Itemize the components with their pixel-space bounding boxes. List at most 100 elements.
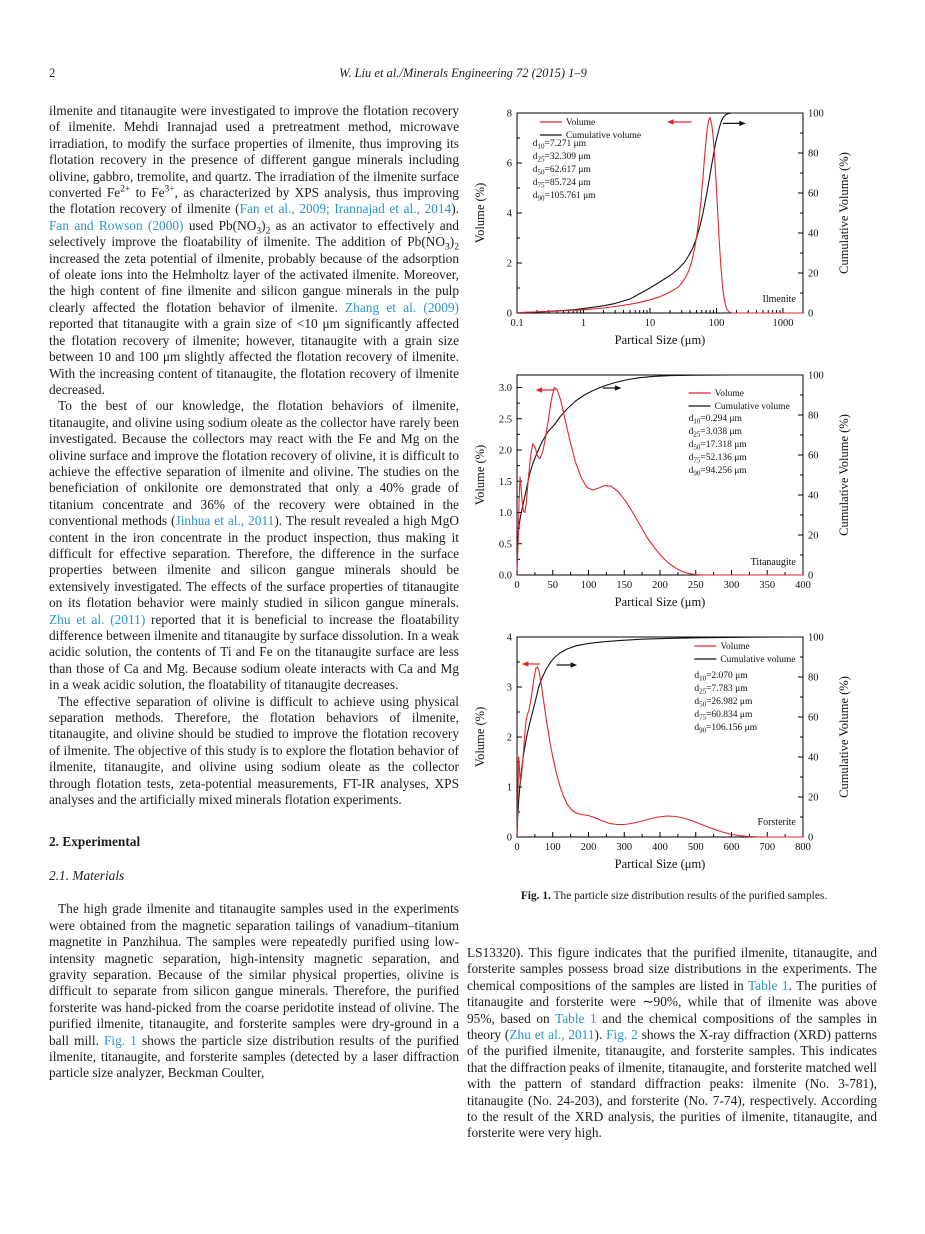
y-right-tick-label: 100 <box>808 371 824 382</box>
cumulative-curve <box>516 636 804 838</box>
page-number: 2 <box>49 66 56 80</box>
paragraph: The high grade ilmenite and titanaugite … <box>49 901 459 1081</box>
paragraph: The effective separation of olivine is d… <box>49 693 459 808</box>
d-value-annotation: d50=26.982 μm <box>694 697 753 709</box>
y-left-tick-label: 2 <box>507 259 512 270</box>
citation-link[interactable]: Jinhua et al., 2011 <box>175 513 275 529</box>
x-tick-label: 250 <box>688 580 704 591</box>
y-left-tick-label: 0.5 <box>499 539 512 550</box>
x-tick-label: 50 <box>548 580 559 591</box>
x-tick-label: 200 <box>581 842 597 853</box>
cumulative-curve <box>516 112 803 314</box>
x-tick-label: 0 <box>514 580 519 591</box>
y-left-tick-label: 2 <box>507 733 512 744</box>
sub-text: 2 <box>454 242 459 253</box>
y-right-tick-label: 0 <box>808 571 813 582</box>
y-right-tick-label: 20 <box>808 269 819 280</box>
x-tick-label: 600 <box>724 842 740 853</box>
citation-link[interactable]: Zhu et al., 2011 <box>509 1027 595 1043</box>
y-right-axis-title: Cumulative Volume (%) <box>837 152 851 274</box>
x-tick-label: 1 <box>581 318 586 329</box>
y-right-axis-title: Cumulative Volume (%) <box>837 414 851 536</box>
y-right-tick-label: 20 <box>808 531 819 542</box>
y-right-tick-label: 100 <box>808 109 824 120</box>
x-tick-label: 10 <box>645 318 656 329</box>
subsection-heading: 2.1. Materials <box>49 867 125 883</box>
y-right-tick-label: 80 <box>808 673 819 684</box>
y-left-tick-label: 1 <box>507 783 512 794</box>
paragraph: To the best of our knowledge, the flotat… <box>49 398 459 693</box>
d-value-annotation: d75=85.724 μm <box>533 178 592 190</box>
y-left-tick-label: 0 <box>507 833 512 844</box>
y-left-tick-label: 3 <box>507 683 512 694</box>
y-right-tick-label: 60 <box>808 713 819 724</box>
figure-caption: Fig. 1. The particle size distribution r… <box>471 889 877 903</box>
citation-link[interactable]: Table 1 <box>747 977 789 993</box>
left-column: ilmenite and titanaugite were investigat… <box>49 103 459 1082</box>
cumulative-curve <box>516 374 803 576</box>
y-left-tick-label: 4 <box>507 633 513 644</box>
citation-link[interactable]: Table 1 <box>555 1010 597 1026</box>
legend-label: Volume <box>715 389 744 399</box>
sample-label: Ilmenite <box>763 294 797 305</box>
axis-arrow-head <box>521 661 529 667</box>
citation-link[interactable]: Zhang et al. (2009) <box>345 299 459 315</box>
y-right-tick-label: 0 <box>808 833 813 844</box>
citation-link[interactable]: Zhu et al. (2011) <box>49 611 146 627</box>
citation-link[interactable]: Fig. 1 <box>104 1032 137 1048</box>
y-left-tick-label: 0.0 <box>499 571 512 582</box>
d-value-annotation: d75=60.834 μm <box>694 710 753 722</box>
x-tick-label: 0 <box>514 842 519 853</box>
d-value-annotation: d75=52.136 μm <box>689 453 748 465</box>
x-tick-label: 700 <box>759 842 775 853</box>
d-value-annotation: d10=0.294 μm <box>689 414 743 426</box>
x-tick-label: 100 <box>581 580 597 591</box>
x-axis-title: Partical Size (μm) <box>615 595 706 609</box>
x-tick-label: 400 <box>652 842 668 853</box>
y-right-tick-label: 80 <box>808 149 819 160</box>
d-value-annotation: d90=94.256 μm <box>689 466 748 478</box>
x-tick-label: 1000 <box>772 318 793 329</box>
sample-label: Titanaugite <box>751 557 797 568</box>
axis-arrow-head <box>570 662 578 668</box>
y-left-tick-label: 6 <box>507 159 512 170</box>
volume-curve <box>516 666 803 838</box>
y-right-tick-label: 60 <box>808 451 819 462</box>
y-right-axis-title: Cumulative Volume (%) <box>837 676 851 798</box>
x-tick-label: 800 <box>795 842 811 853</box>
sub-text: 3 <box>256 226 262 237</box>
y-right-tick-label: 100 <box>808 633 824 644</box>
paragraph: LS13320). This figure indicates that the… <box>467 945 878 1141</box>
figure-caption-text: The particle size distribution results o… <box>553 890 828 902</box>
axis-arrow-head <box>667 119 674 125</box>
legend-label: Volume <box>566 118 595 128</box>
sup-text: 2+ <box>120 184 131 195</box>
right-column: 0.1 1 10 100 1000 0 2 4 6 8 0 20 40 60 80 100 Partical S… <box>467 103 877 1142</box>
citation-link[interactable]: Fan and Rowson (2000) <box>49 217 184 233</box>
x-tick-label: 100 <box>709 318 725 329</box>
d-value-annotation: d90=106.156 μm <box>694 723 757 735</box>
d-value-annotation: d50=62.617 μm <box>533 165 592 177</box>
y-right-tick-label: 40 <box>808 753 819 764</box>
d-value-annotation: d50=17.318 μm <box>689 440 748 452</box>
d-value-annotation: d25=3.038 μm <box>689 427 743 439</box>
x-tick-label: 300 <box>616 842 632 853</box>
y-right-tick-label: 80 <box>808 411 819 422</box>
y-left-axis-title: Volume (%) <box>473 183 487 244</box>
y-left-tick-label: 2.5 <box>499 414 512 425</box>
axis-arrow-head <box>614 385 622 391</box>
citation-link[interactable]: Fan et al., 2009; Irannajad et al., 2014 <box>239 201 452 217</box>
y-left-axis-title: Volume (%) <box>473 445 487 506</box>
sub-text: 3 <box>445 242 450 253</box>
volume-curve <box>516 386 803 576</box>
y-right-tick-label: 40 <box>808 229 819 240</box>
d-value-annotation: d10=7.271 μm <box>533 139 587 151</box>
y-right-tick-label: 0 <box>808 309 813 320</box>
citation-link[interactable]: Fig. 2 <box>606 1027 638 1043</box>
x-tick-label: 300 <box>724 580 740 591</box>
y-left-tick-label: 1.0 <box>499 508 512 519</box>
volume-curve <box>516 116 803 314</box>
page-header: 2 W. Liu et al./Minerals Engineering 72 … <box>49 66 877 81</box>
